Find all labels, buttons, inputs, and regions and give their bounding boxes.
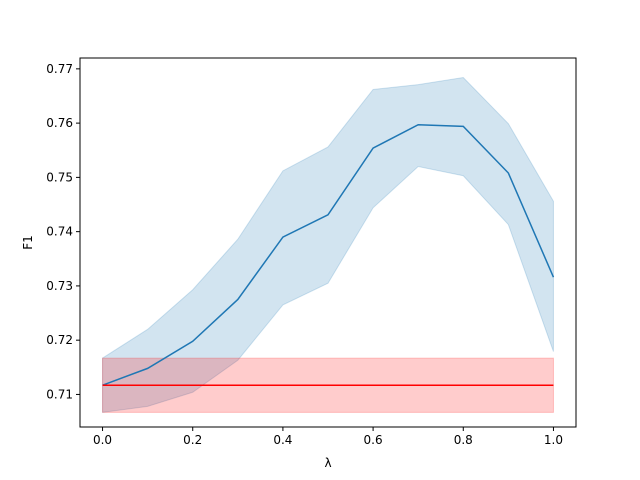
x-axis-ticks: 0.0 0.2 0.4 0.6 0.8 1.0 [93, 427, 563, 447]
x-tick-label: 0.0 [93, 433, 112, 447]
x-tick-label: 0.4 [273, 433, 292, 447]
y-tick-label: 0.73 [46, 279, 73, 293]
series-lines [102, 123, 555, 386]
x-tick-label: 0.8 [454, 433, 473, 447]
y-tick-label: 0.74 [46, 225, 73, 239]
x-axis-label: λ [324, 456, 331, 470]
y-axis-label: F1 [21, 235, 35, 250]
y-tick-label: 0.77 [46, 62, 73, 76]
y-tick-label: 0.76 [46, 116, 73, 130]
y-tick-label: 0.72 [46, 333, 73, 347]
series-0-line [102, 123, 555, 386]
x-tick-label: 0.6 [364, 433, 383, 447]
x-tick-label: 1.0 [544, 433, 563, 447]
x-tick-label: 0.2 [183, 433, 202, 447]
plot-frame [79, 57, 577, 428]
y-axis-ticks: 0.71 0.72 0.73 0.74 0.75 0.76 0.77 [46, 62, 80, 401]
plot-area-background [80, 58, 576, 427]
y-tick-label: 0.71 [46, 387, 73, 401]
y-tick-label: 0.75 [46, 170, 73, 184]
series-0-band [102, 77, 554, 413]
